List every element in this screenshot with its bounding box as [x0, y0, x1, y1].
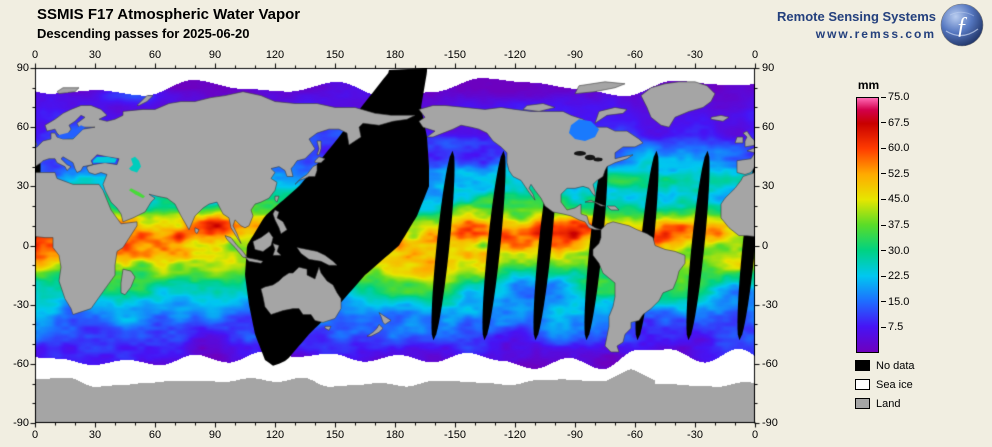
lon-tick-label-top: 0 [751, 49, 759, 61]
colorbar-tick-label: 15.0 [888, 295, 910, 308]
colorbar-tick-label: 22.5 [888, 270, 910, 283]
colorbar-unit: mm [857, 78, 880, 92]
colorbar-tick [881, 147, 886, 149]
colorbar-tick [881, 275, 886, 277]
lon-tick-label-bottom: 180 [385, 429, 405, 441]
lon-tick-label-top: -30 [687, 49, 703, 61]
legend-label: No data [876, 359, 915, 372]
legend-label: Sea ice [876, 378, 913, 391]
lon-tick-label-bottom: -30 [687, 429, 703, 441]
lon-tick-label-top: 0 [31, 49, 39, 61]
lon-tick-label-top: 150 [325, 49, 345, 61]
colorbar-tick [881, 173, 886, 175]
lon-tick-label-bottom: 0 [751, 429, 759, 441]
colorbar-tick-label: 7.5 [888, 321, 904, 334]
lat-tick-label-right: -90 [762, 417, 778, 429]
lat-tick-label-right: 60 [762, 121, 775, 134]
lat-tick-label-left: 90 [16, 62, 29, 74]
lat-tick-label-left: 60 [16, 121, 29, 134]
colorbar-tick-label: 45.0 [888, 193, 910, 206]
lon-tick-label-top: 60 [148, 49, 162, 61]
colorbar-tick [881, 122, 886, 124]
colorbar-tick [881, 198, 886, 200]
lat-tick-label-left: -30 [13, 298, 29, 311]
lon-tick-label-top: 120 [265, 49, 285, 61]
lon-tick-label-top: 30 [88, 49, 102, 61]
sea-ice-swatch [855, 379, 870, 390]
lon-tick-label-top: -120 [503, 49, 527, 61]
colorbar-tick [881, 326, 886, 328]
colorbar-tick [881, 301, 886, 303]
colorbar-tick-label: 75.0 [888, 91, 910, 103]
colorbar-tick-label: 60.0 [888, 142, 910, 155]
lat-tick-label-right: -60 [762, 357, 778, 370]
lon-tick-label-top: 90 [208, 49, 222, 61]
lon-tick-label-bottom: -120 [503, 429, 527, 441]
lon-tick-label-bottom: 90 [208, 429, 222, 441]
lat-tick-label-left: 0 [22, 239, 29, 252]
lat-tick-label-left: 30 [16, 180, 29, 193]
lon-tick-label-bottom: 120 [265, 429, 285, 441]
lon-tick-label-bottom: 150 [325, 429, 345, 441]
map-legend: No data Sea ice Land [855, 356, 915, 413]
no-data-swatch [855, 360, 870, 371]
lat-tick-label-left: -60 [13, 357, 29, 370]
colorbar-tick-label: 52.5 [888, 167, 910, 180]
colorbar-tick [881, 224, 886, 226]
colorbar-tick [881, 96, 886, 98]
lon-tick-label-bottom: 60 [148, 429, 162, 441]
lon-tick-label-bottom: 30 [88, 429, 102, 441]
lon-tick-label-bottom: 0 [31, 429, 39, 441]
lat-tick-label-left: -90 [13, 417, 29, 429]
lon-tick-label-bottom: -150 [443, 429, 467, 441]
colorbar-tick-label: 67.5 [888, 116, 910, 129]
lon-tick-label-top: -60 [627, 49, 643, 61]
lon-tick-label-bottom: -60 [627, 429, 643, 441]
legend-item-sea-ice: Sea ice [855, 375, 915, 394]
lon-tick-label-bottom: -90 [567, 429, 583, 441]
lat-tick-label-right: -30 [762, 298, 778, 311]
lat-tick-label-right: 30 [762, 180, 775, 193]
colorbar-tick-label: 37.5 [888, 219, 910, 231]
land-swatch [855, 398, 870, 409]
colorbar-tick [881, 250, 886, 252]
lon-tick-label-top: -150 [443, 49, 467, 61]
legend-item-land: Land [855, 394, 915, 413]
colorbar [856, 97, 879, 353]
legend-item-no-data: No data [855, 356, 915, 375]
lon-tick-label-top: -90 [567, 49, 583, 61]
legend-label: Land [876, 397, 901, 410]
lat-tick-label-right: 90 [762, 62, 775, 74]
lat-tick-label-right: 0 [762, 239, 769, 252]
lon-tick-label-top: 180 [385, 49, 405, 61]
colorbar-tick-label: 30.0 [888, 244, 910, 257]
